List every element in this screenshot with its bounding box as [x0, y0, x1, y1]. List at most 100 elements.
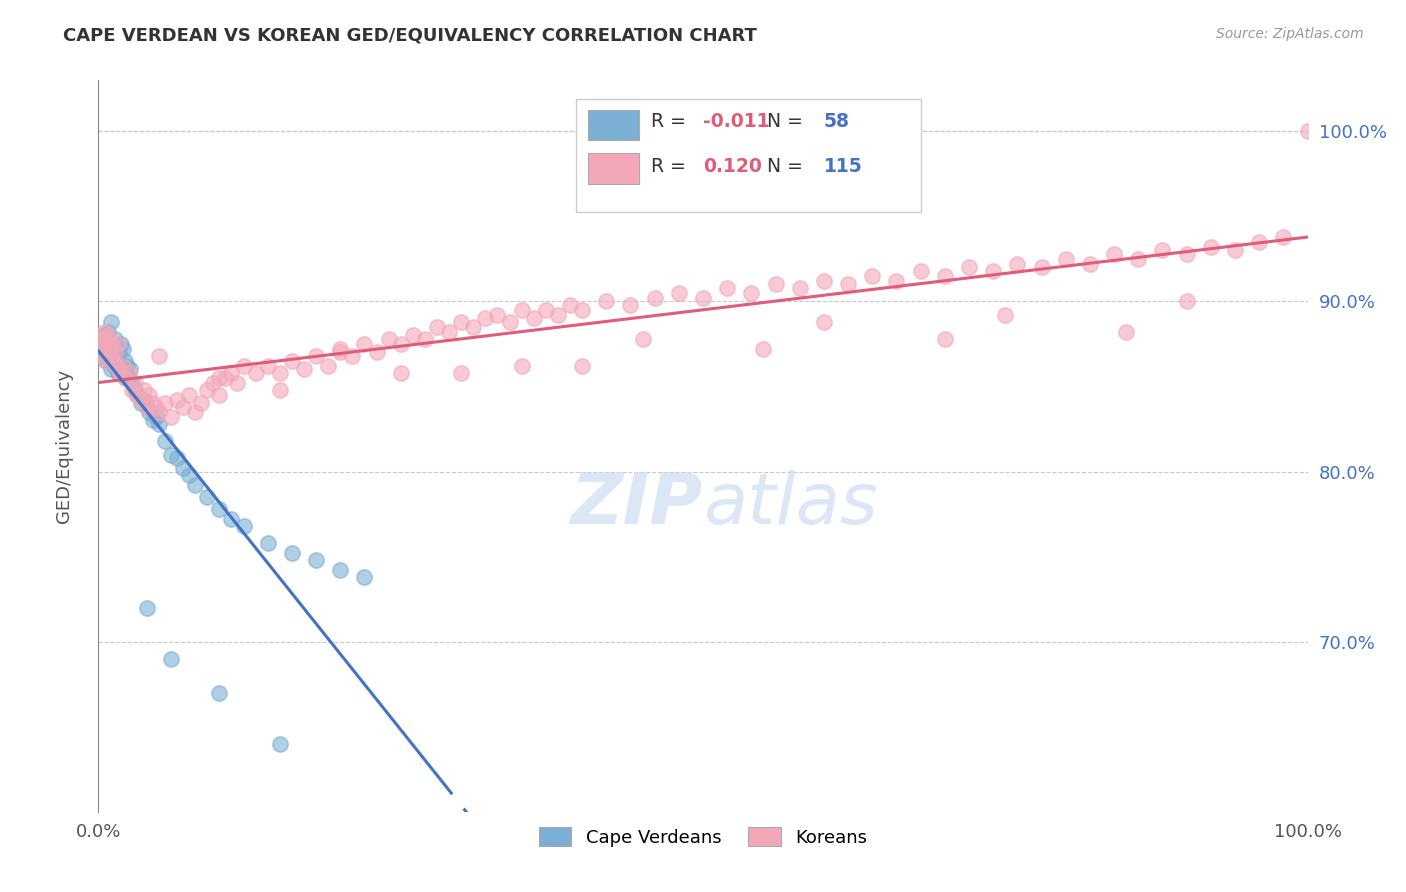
Point	[437, 325, 460, 339]
Point	[135, 400, 157, 414]
Text: CAPE VERDEAN VS KOREAN GED/EQUIVALENCY CORRELATION CHART: CAPE VERDEAN VS KOREAN GED/EQUIVALENCY C…	[63, 27, 758, 45]
Point	[232, 519, 254, 533]
Point	[148, 349, 170, 363]
Point	[98, 345, 121, 359]
Point	[256, 536, 278, 550]
Point	[208, 371, 231, 385]
Point	[111, 366, 134, 380]
Point	[450, 315, 472, 329]
Point	[463, 320, 485, 334]
Point	[1272, 229, 1295, 244]
Point	[111, 359, 134, 373]
Point	[644, 291, 666, 305]
Point	[619, 298, 641, 312]
Point	[121, 376, 143, 390]
Point	[413, 332, 436, 346]
Point	[1007, 257, 1029, 271]
Point	[160, 410, 183, 425]
Point	[1152, 244, 1174, 258]
Point	[498, 315, 520, 329]
Point	[93, 325, 115, 339]
Point	[1078, 257, 1101, 271]
Point	[668, 285, 690, 300]
Point	[179, 467, 201, 482]
Point	[105, 342, 128, 356]
FancyBboxPatch shape	[588, 153, 638, 184]
Point	[329, 345, 352, 359]
Point	[115, 371, 138, 385]
Point	[292, 362, 315, 376]
Point	[316, 359, 339, 373]
Point	[474, 311, 496, 326]
Text: -0.011: -0.011	[703, 112, 769, 131]
Point	[329, 563, 352, 577]
Point	[108, 366, 131, 380]
Point	[214, 371, 236, 385]
Point	[377, 332, 399, 346]
Point	[1175, 247, 1198, 261]
Point	[740, 285, 762, 300]
Point	[1223, 244, 1246, 258]
Point	[510, 302, 533, 317]
Point	[256, 359, 278, 373]
Point	[118, 371, 141, 385]
Point	[145, 400, 167, 414]
Point	[837, 277, 859, 292]
Point	[172, 461, 194, 475]
Point	[208, 502, 231, 516]
Point	[101, 354, 124, 368]
Point	[510, 359, 533, 373]
Point	[1115, 325, 1137, 339]
Point	[558, 298, 581, 312]
Point	[97, 328, 120, 343]
Point	[148, 405, 170, 419]
Point	[118, 366, 141, 380]
Point	[342, 349, 364, 363]
Point	[118, 362, 141, 376]
Point	[127, 388, 149, 402]
Point	[547, 308, 569, 322]
Point	[1175, 294, 1198, 309]
Point	[184, 478, 207, 492]
Point	[172, 400, 194, 414]
Point	[245, 366, 267, 380]
Point	[129, 393, 152, 408]
Point	[305, 349, 328, 363]
Text: N =: N =	[768, 112, 808, 131]
Point	[134, 393, 156, 408]
Point	[934, 332, 956, 346]
Text: 115: 115	[824, 157, 863, 176]
Point	[94, 354, 117, 368]
Text: R =: R =	[651, 157, 697, 176]
Point	[1102, 247, 1125, 261]
Point	[389, 366, 412, 380]
Point	[105, 354, 128, 368]
Point	[716, 281, 738, 295]
Point	[232, 359, 254, 373]
Point	[190, 396, 212, 410]
Point	[98, 342, 121, 356]
Point	[571, 302, 593, 317]
Point	[114, 354, 136, 368]
Point	[100, 349, 122, 363]
Point	[450, 366, 472, 380]
Point	[108, 345, 131, 359]
Point	[100, 337, 122, 351]
Point	[101, 345, 124, 359]
Point	[523, 311, 546, 326]
Point	[1296, 124, 1319, 138]
Point	[153, 434, 176, 448]
Point	[93, 328, 115, 343]
Point	[389, 337, 412, 351]
Point	[1249, 235, 1271, 249]
Point	[1054, 252, 1077, 266]
Text: ZIP: ZIP	[571, 470, 703, 539]
Text: 0.120: 0.120	[703, 157, 762, 176]
Point	[366, 345, 388, 359]
Point	[135, 600, 157, 615]
Point	[813, 274, 835, 288]
Point	[281, 354, 304, 368]
FancyBboxPatch shape	[588, 110, 638, 140]
Point	[1031, 260, 1053, 275]
Point	[534, 302, 557, 317]
